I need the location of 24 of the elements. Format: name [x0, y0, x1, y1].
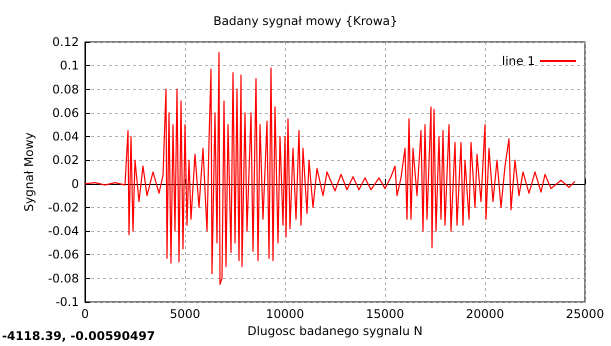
x-tick-label: 20000 [466, 307, 504, 321]
y-tick-label: 0 [71, 176, 79, 191]
x-tick-label: 5000 [170, 307, 200, 321]
y-tick-label: -0.04 [48, 224, 79, 238]
x-tick-label: 25000 [566, 307, 604, 321]
y-tick-label: 0.1 [60, 58, 79, 73]
y-tick-label: 0.12 [52, 35, 79, 49]
y-tick-label: 0.04 [52, 130, 79, 144]
y-tick-label: 0.02 [52, 153, 79, 168]
y-tick-label: 0.08 [52, 82, 79, 96]
text: -4118.39, -0.00590497 [2, 329, 156, 343]
x-tick-label: 15000 [366, 307, 404, 321]
chart-title: Badany sygnał mowy {Krowa} [213, 14, 398, 28]
y-tick-label: -0.08 [48, 271, 79, 286]
x-tick-label: 0 [81, 307, 89, 321]
y-tick-label: -0.1 [56, 295, 79, 309]
y-tick-label: 0.06 [52, 106, 79, 120]
line-series [84, 52, 576, 285]
x-axis-title: Dlugosc badanego sygnalu N [247, 324, 423, 338]
legend-label: line 1 [502, 54, 535, 68]
y-tick-label: -0.06 [48, 248, 79, 262]
y-axis-title: Sygnał Mowy [22, 132, 36, 212]
y-tick-label: -0.02 [48, 200, 79, 214]
x-tick-label: 10000 [266, 307, 304, 321]
